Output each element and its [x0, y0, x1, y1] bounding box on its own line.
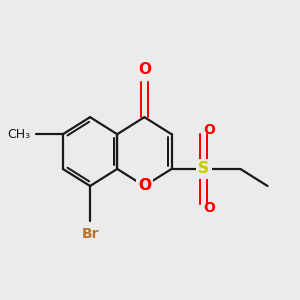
- Text: Br: Br: [81, 227, 99, 241]
- Text: O: O: [138, 62, 151, 77]
- Text: CH₃: CH₃: [8, 128, 31, 141]
- Text: O: O: [203, 201, 215, 215]
- Text: O: O: [138, 178, 151, 194]
- Text: S: S: [198, 161, 209, 176]
- Text: O: O: [138, 178, 151, 194]
- Text: O: O: [138, 178, 151, 194]
- Text: S: S: [198, 161, 209, 176]
- Text: O: O: [203, 123, 215, 137]
- Text: S: S: [198, 161, 209, 176]
